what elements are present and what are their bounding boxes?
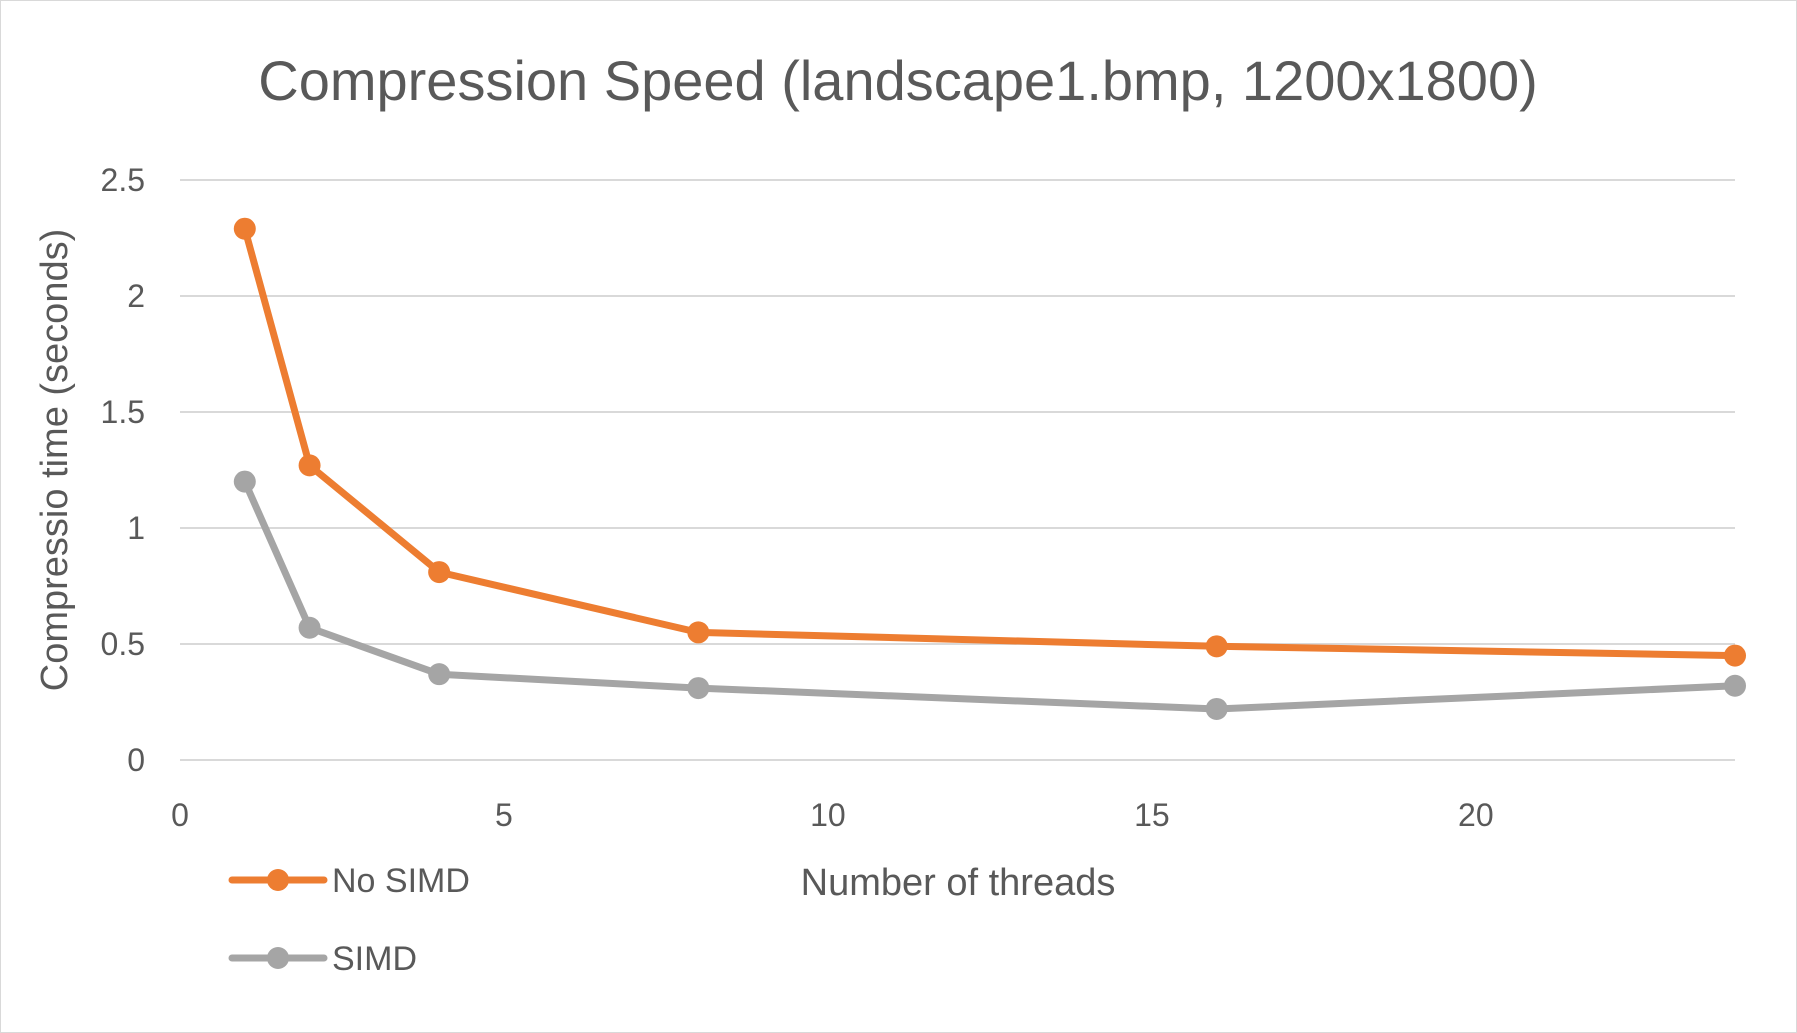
data-point-no-simd (1724, 644, 1746, 667)
x-tick-label: 0 (171, 797, 189, 833)
data-point-simd (298, 616, 321, 639)
data-point-no-simd (428, 561, 451, 584)
data-point-no-simd (1205, 635, 1228, 658)
gridlines (180, 179, 1735, 761)
x-axis-ticks: 0 5 10 15 20 (171, 797, 1494, 833)
data-point-simd (1724, 674, 1746, 697)
x-axis-title: Number of threads (801, 862, 1116, 904)
series-line-no-simd (241, 225, 1739, 660)
data-point-no-simd (233, 217, 256, 240)
data-point-simd (1205, 697, 1228, 720)
y-axis-ticks: 0 0.5 1 1.5 2 2.5 (101, 162, 145, 778)
series-line-simd (241, 478, 1739, 713)
data-point-simd (233, 470, 256, 493)
y-tick-label: 0 (127, 742, 145, 778)
legend-marker-no-simd (267, 869, 289, 891)
y-tick-label: 1.5 (101, 394, 145, 430)
y-tick-label: 1 (127, 510, 145, 546)
y-axis-title: Compressio time (seconds) (34, 229, 76, 691)
y-tick-label: 0.5 (101, 626, 145, 662)
data-point-no-simd (687, 621, 710, 644)
y-tick-label: 2 (127, 278, 145, 314)
x-tick-label: 15 (1134, 797, 1170, 833)
x-tick-label: 5 (495, 797, 513, 833)
y-tick-label: 2.5 (101, 162, 145, 198)
x-tick-label: 10 (810, 797, 846, 833)
chart-title: Compression Speed (landscape1.bmp, 1200x… (258, 49, 1537, 112)
data-point-simd (428, 663, 451, 686)
series-layer (233, 217, 1746, 720)
x-tick-label: 20 (1458, 797, 1494, 833)
data-point-simd (687, 677, 710, 700)
data-point-no-simd (298, 454, 321, 477)
legend-label-no-simd: No SIMD (332, 862, 470, 900)
legend-label-simd: SIMD (332, 940, 417, 978)
legend-marker-simd (267, 947, 289, 969)
legend: No SIMD SIMD (228, 862, 470, 978)
